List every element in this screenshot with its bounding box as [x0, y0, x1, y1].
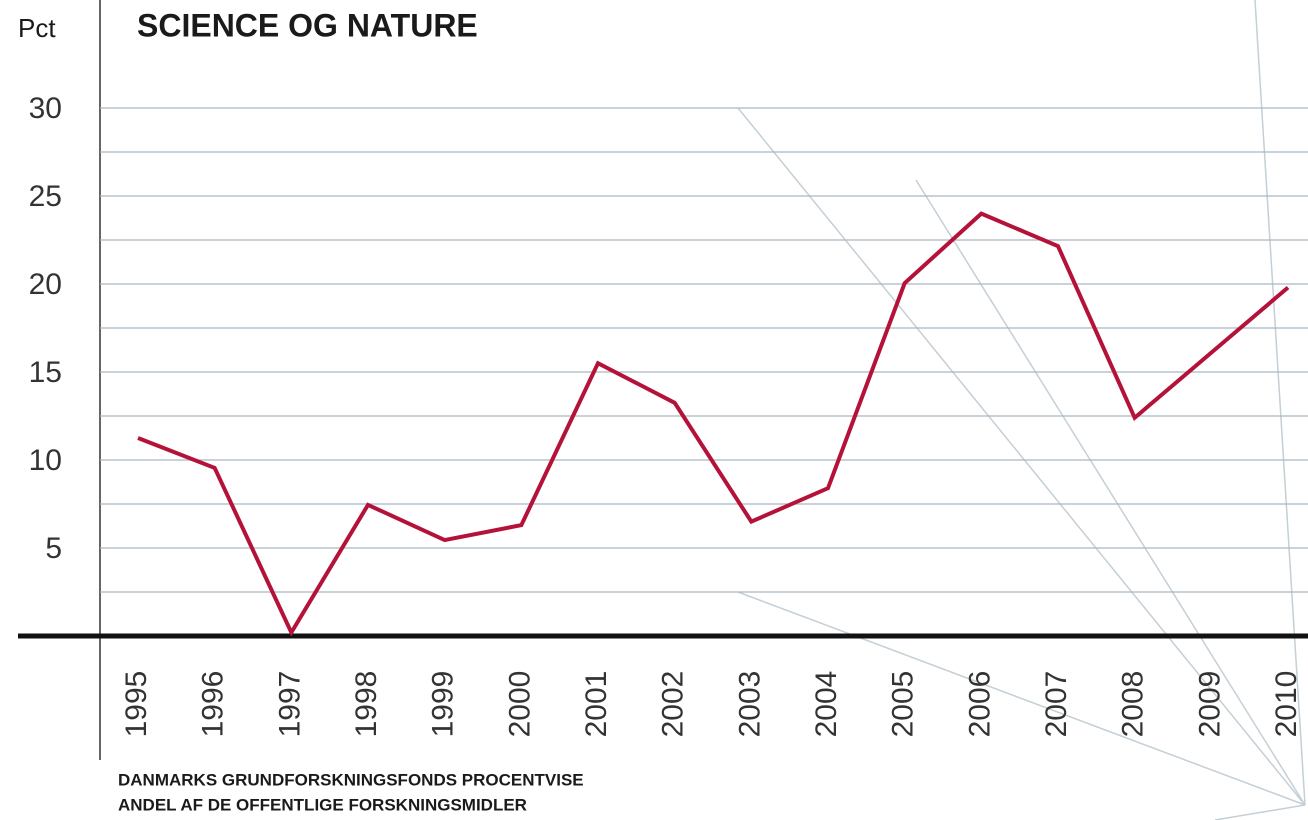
x-tick-label: 2001 [580, 671, 613, 738]
x-tick-label: 2005 [887, 671, 920, 738]
y-tick-label: 10 [29, 444, 62, 477]
x-tick-label: 1996 [197, 671, 230, 738]
chart-title: SCIENCE OG NATURE [137, 7, 478, 43]
x-tick-label: 2004 [810, 671, 843, 738]
y-tick-label: 25 [29, 180, 62, 213]
y-tick-label: 5 [45, 532, 62, 565]
x-tick-label: 2008 [1117, 671, 1150, 738]
y-tick-label: 30 [29, 92, 62, 125]
deco-line [737, 107, 1306, 806]
x-tick-label: 2007 [1040, 671, 1073, 738]
x-tick-label: 2003 [733, 671, 766, 738]
x-tick-label: 1997 [273, 671, 306, 738]
y-tick-label: 15 [29, 356, 62, 389]
y-axis-label: Pct [18, 13, 56, 43]
data-line [137, 211, 1290, 637]
note: ANDEL AF DE OFFENTLIGE FORSKNINGSMIDLER [118, 795, 527, 814]
y-tick-label: 20 [29, 268, 62, 301]
x-tick-label: 1999 [427, 671, 460, 738]
deco-line [1214, 804, 1306, 820]
x-tick-label: 1998 [350, 671, 383, 738]
x-tick-label: 2009 [1193, 671, 1226, 738]
deco-line [1254, 0, 1306, 806]
x-tick-label: 2002 [657, 671, 690, 738]
x-tick-label: 1995 [120, 671, 153, 738]
x-tick-label: 2006 [963, 671, 996, 738]
note: DANMARKS GRUNDFORSKNINGSFONDS PROCENTVIS… [118, 770, 584, 789]
deco-line [737, 591, 1306, 806]
x-tick-label: 2010 [1270, 671, 1303, 738]
x-tick-label: 2000 [503, 671, 536, 738]
